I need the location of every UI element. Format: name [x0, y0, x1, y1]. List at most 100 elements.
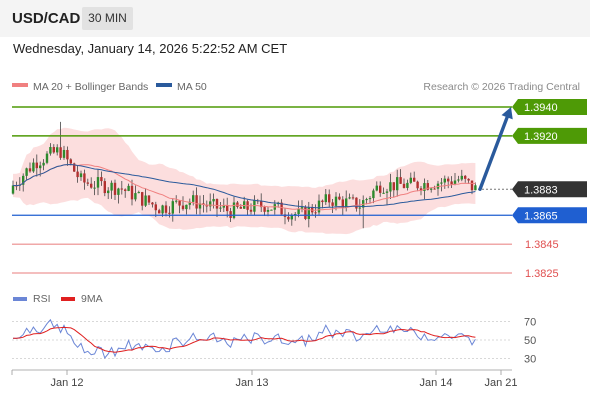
candle-body	[117, 188, 120, 195]
candle-body	[86, 182, 89, 184]
candle-body	[73, 163, 76, 172]
candle-body	[297, 208, 300, 215]
candle-body	[345, 198, 348, 208]
candle-body	[127, 185, 130, 191]
candle-body	[402, 183, 406, 188]
level-label-1.3883: 1.3883	[524, 184, 558, 196]
bollinger-band	[13, 127, 476, 235]
candle-body	[392, 182, 395, 191]
candle-body	[287, 216, 290, 220]
candle-body	[413, 177, 416, 182]
candle-body	[35, 162, 38, 169]
candle-body	[137, 192, 140, 194]
candle-body	[171, 201, 174, 214]
credit-text: Research © 2026 Trading Central	[423, 81, 580, 93]
candle-body	[232, 202, 236, 218]
rsi-tick-label: 30	[524, 354, 536, 366]
candle-body	[249, 209, 253, 212]
candle-body	[385, 191, 389, 193]
candle-body	[168, 212, 171, 214]
candle-body	[406, 182, 409, 188]
candle-body	[304, 207, 307, 219]
chart-datetime: Wednesday, January 14, 2026 5:22:52 AM C…	[13, 41, 288, 56]
candle-body	[290, 215, 293, 220]
candle-body	[260, 201, 263, 208]
candle-body	[96, 177, 100, 188]
candle-body	[324, 194, 327, 203]
candle-body	[368, 198, 372, 200]
candle-body	[32, 162, 35, 172]
candle-body	[338, 196, 341, 200]
candle-body	[314, 212, 317, 214]
candle-body	[154, 204, 157, 211]
candle-body	[39, 165, 42, 169]
rsi-tick-label: 70	[524, 316, 536, 328]
x-tick-label: Jan 12	[50, 377, 83, 389]
candle-body	[120, 188, 123, 190]
candle-body	[266, 209, 270, 212]
rsi-legend-label: 9MA	[81, 293, 103, 305]
legend-label: MA 20 + Bollinger Bands	[33, 81, 148, 93]
rsi-ma-line	[12, 326, 476, 353]
candle-body	[396, 177, 399, 191]
candle-body	[164, 205, 168, 213]
timeframe-button[interactable]: 30 MIN	[82, 7, 133, 30]
candle-body	[430, 188, 433, 190]
candle-body	[389, 182, 392, 192]
candle-body	[300, 207, 304, 209]
candle-body	[263, 207, 266, 212]
candle-body	[372, 190, 375, 199]
candle-body	[69, 159, 72, 164]
candle-body	[399, 177, 402, 184]
candle-body	[141, 192, 144, 206]
candle-body	[453, 180, 457, 185]
candle-body	[79, 173, 83, 178]
candle-body	[178, 200, 181, 206]
candle-body	[280, 202, 283, 215]
candle-body	[433, 188, 436, 190]
candle-body	[100, 177, 103, 182]
candle-body	[307, 207, 310, 219]
candle-body	[328, 194, 331, 203]
candle-body	[107, 190, 110, 194]
candle-body	[239, 206, 242, 209]
candle-body	[52, 147, 55, 153]
level-tag-1.3920	[512, 127, 587, 144]
candle-body	[375, 185, 378, 191]
candle-body	[22, 175, 25, 185]
symbol-title: USD/CAD	[12, 10, 81, 27]
candle-body	[409, 177, 412, 183]
level-tag-1.3883	[512, 181, 587, 198]
price-chart: MA 20 + Bollinger Bands MA 50 Research © …	[11, 81, 587, 389]
projection-arrow-head	[501, 107, 513, 120]
rsi-line	[12, 318, 476, 360]
candle-body	[226, 205, 229, 212]
candle-body	[222, 205, 225, 208]
level-label-1.3825: 1.3825	[525, 268, 559, 280]
candle-body	[175, 200, 178, 202]
candle-body	[56, 147, 59, 153]
candle-body	[144, 195, 147, 206]
candle-body	[470, 180, 474, 191]
ma50-line	[12, 163, 476, 209]
rsi-tick-label: 50	[524, 335, 536, 347]
candle-body	[66, 149, 69, 160]
candle-body	[49, 147, 52, 154]
candle-body	[440, 182, 443, 184]
candle-body	[382, 192, 385, 194]
candle-body	[134, 193, 137, 200]
candle-body	[45, 153, 49, 163]
level-tag-1.3865	[512, 207, 587, 224]
x-tick-label: Jan 21	[484, 377, 517, 389]
projection-arrow-shaft	[478, 115, 509, 191]
candle-body	[460, 175, 463, 180]
legend-swatch	[156, 83, 172, 87]
candle-body	[474, 185, 477, 191]
candle-body	[93, 187, 96, 189]
candle-body	[229, 211, 232, 218]
candle-body	[83, 173, 86, 183]
x-tick-label: Jan 13	[235, 377, 268, 389]
candle-body	[42, 162, 45, 166]
candle-body	[192, 195, 195, 202]
candle-body	[11, 185, 15, 194]
